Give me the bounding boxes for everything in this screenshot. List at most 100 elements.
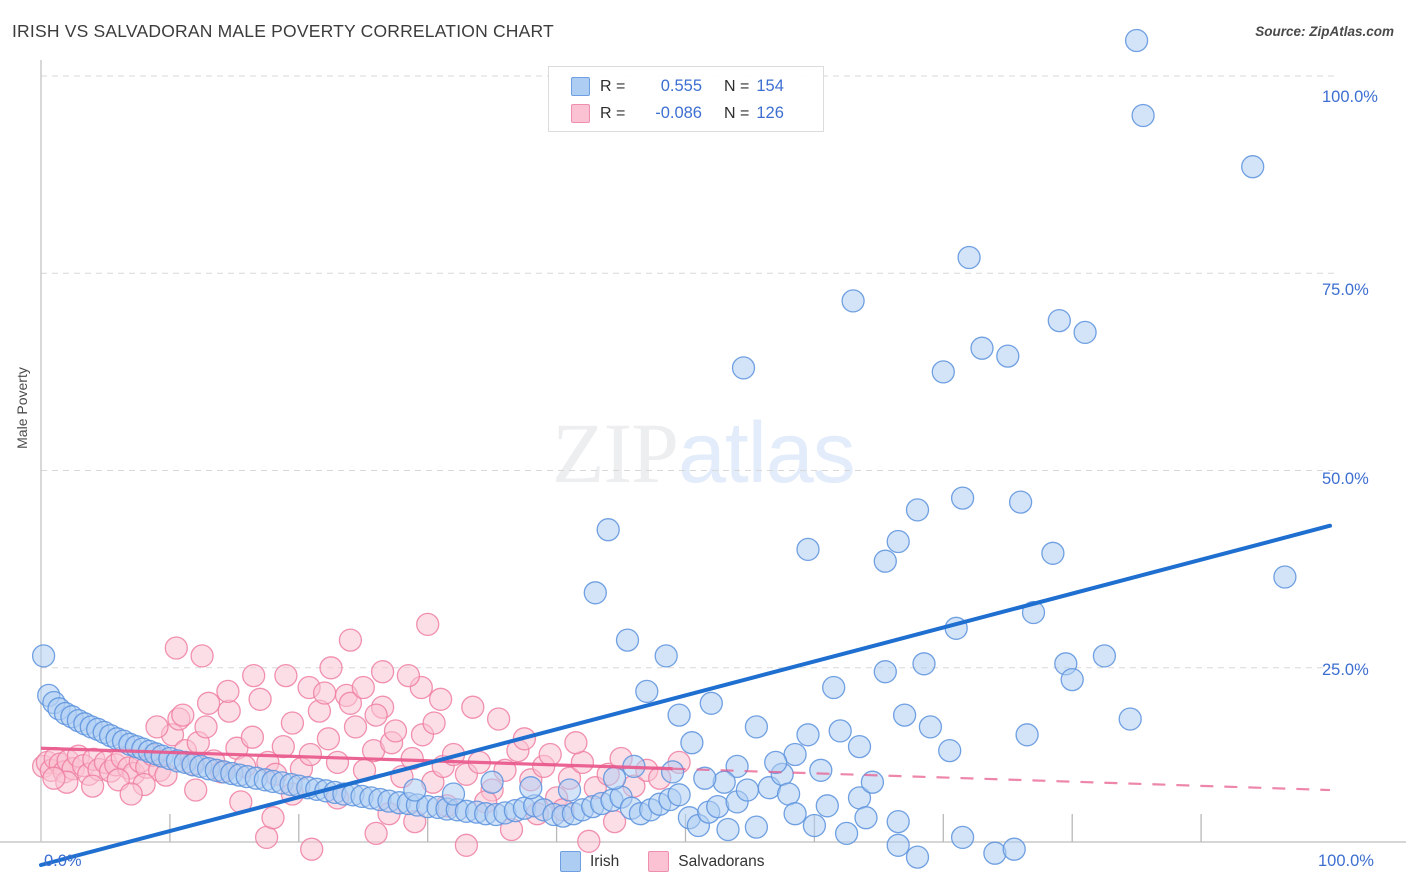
data-point bbox=[261, 806, 285, 830]
data-point bbox=[441, 782, 466, 806]
data-point bbox=[454, 833, 479, 857]
data-point bbox=[570, 750, 595, 775]
data-point bbox=[416, 612, 440, 637]
data-point bbox=[635, 679, 659, 704]
data-point bbox=[538, 742, 562, 767]
data-point bbox=[190, 644, 214, 668]
page-title: IRISH VS SALVADORAN MALE POVERTY CORRELA… bbox=[12, 21, 554, 41]
data-point bbox=[796, 723, 820, 747]
data-point bbox=[42, 766, 66, 790]
n-label-salvadorans: N = bbox=[724, 104, 750, 122]
series-label-salvadorans: Salvadorans bbox=[678, 852, 765, 870]
r-value-irish: 0.555 bbox=[660, 77, 702, 95]
source-attribution: Source: ZipAtlas.com bbox=[1255, 24, 1394, 39]
data-point bbox=[119, 782, 143, 806]
data-point bbox=[712, 770, 736, 794]
trendline-irish bbox=[39, 523, 1332, 867]
data-point bbox=[654, 644, 678, 668]
data-point bbox=[802, 813, 827, 838]
data-point bbox=[931, 360, 955, 384]
data-point bbox=[809, 758, 833, 782]
series-swatch-salvadorans bbox=[648, 851, 670, 872]
data-point bbox=[316, 727, 341, 751]
data-point bbox=[196, 691, 221, 715]
n-value-salvadorans: 126 bbox=[756, 104, 784, 122]
data-point bbox=[918, 715, 943, 739]
data-point bbox=[716, 817, 740, 842]
data-point bbox=[461, 695, 485, 719]
r-value-salvadorans: -0.086 bbox=[655, 104, 702, 122]
r-label-salvadorans: R = bbox=[600, 104, 626, 122]
data-point bbox=[957, 245, 981, 270]
data-point bbox=[583, 581, 607, 605]
data-point bbox=[194, 715, 218, 739]
r-label-irish: R = bbox=[600, 77, 626, 95]
data-point bbox=[1124, 28, 1149, 53]
data-point bbox=[905, 845, 930, 869]
trendline-salvadorans bbox=[40, 746, 1331, 792]
data-point bbox=[725, 754, 749, 779]
data-point bbox=[680, 731, 704, 755]
data-point bbox=[1092, 644, 1117, 668]
legend-swatch-salvadorans bbox=[571, 104, 590, 123]
data-point bbox=[667, 703, 691, 727]
data-point bbox=[216, 679, 240, 704]
data-point bbox=[280, 711, 305, 735]
data-point bbox=[731, 356, 756, 380]
series-label-irish: Irish bbox=[590, 852, 620, 870]
data-point bbox=[338, 691, 363, 715]
data-point bbox=[886, 833, 910, 857]
stats-row-salvadorans: R = -0.086 N = 126 bbox=[549, 100, 823, 127]
data-point bbox=[796, 537, 820, 562]
data-point bbox=[706, 794, 730, 819]
data-point bbox=[699, 691, 723, 715]
data-point bbox=[860, 770, 885, 794]
data-point bbox=[950, 486, 975, 510]
data-point bbox=[248, 687, 272, 711]
y-axis-tick-50: 50.0% bbox=[1322, 470, 1369, 488]
data-point bbox=[298, 742, 323, 767]
data-point bbox=[841, 289, 865, 313]
data-point bbox=[970, 336, 994, 360]
data-point bbox=[31, 644, 56, 668]
data-point bbox=[873, 549, 897, 573]
data-point bbox=[1041, 541, 1065, 565]
x-axis-tick-min: 0.0% bbox=[44, 852, 82, 870]
series-legend-item-irish[interactable]: Irish bbox=[560, 851, 619, 872]
data-point bbox=[557, 778, 582, 802]
data-point bbox=[300, 837, 324, 861]
data-point bbox=[886, 809, 910, 834]
data-point bbox=[615, 628, 640, 652]
data-point bbox=[338, 628, 363, 652]
data-point bbox=[564, 731, 588, 755]
data-point bbox=[1073, 320, 1097, 345]
data-point bbox=[242, 663, 266, 688]
data-point bbox=[80, 774, 105, 798]
gridlines bbox=[41, 75, 1334, 669]
data-point bbox=[834, 821, 859, 846]
series-legend-item-salvadorans[interactable]: Salvadorans bbox=[648, 851, 764, 872]
data-point bbox=[1118, 707, 1142, 731]
data-point bbox=[486, 707, 511, 731]
correlation-stats-legend: R = 0.555 N = 154 R = -0.086 N = 126 bbox=[548, 66, 824, 132]
data-point bbox=[873, 660, 897, 684]
series-legend: Irish Salvadorans bbox=[560, 851, 782, 872]
data-point bbox=[776, 782, 801, 806]
data-point bbox=[983, 841, 1007, 865]
data-point bbox=[735, 778, 760, 802]
data-point bbox=[596, 518, 620, 542]
y-axis-tick-100: 100.0% bbox=[1322, 88, 1378, 106]
stats-row-irish: R = 0.555 N = 154 bbox=[549, 73, 823, 100]
data-point bbox=[744, 715, 769, 739]
data-point bbox=[325, 750, 350, 775]
data-point bbox=[364, 703, 388, 727]
data-point bbox=[274, 663, 298, 688]
data-point bbox=[519, 776, 543, 800]
data-point bbox=[351, 675, 375, 700]
data-point bbox=[764, 750, 788, 775]
data-point bbox=[577, 829, 601, 853]
data-point bbox=[950, 825, 975, 850]
data-point bbox=[602, 766, 627, 790]
